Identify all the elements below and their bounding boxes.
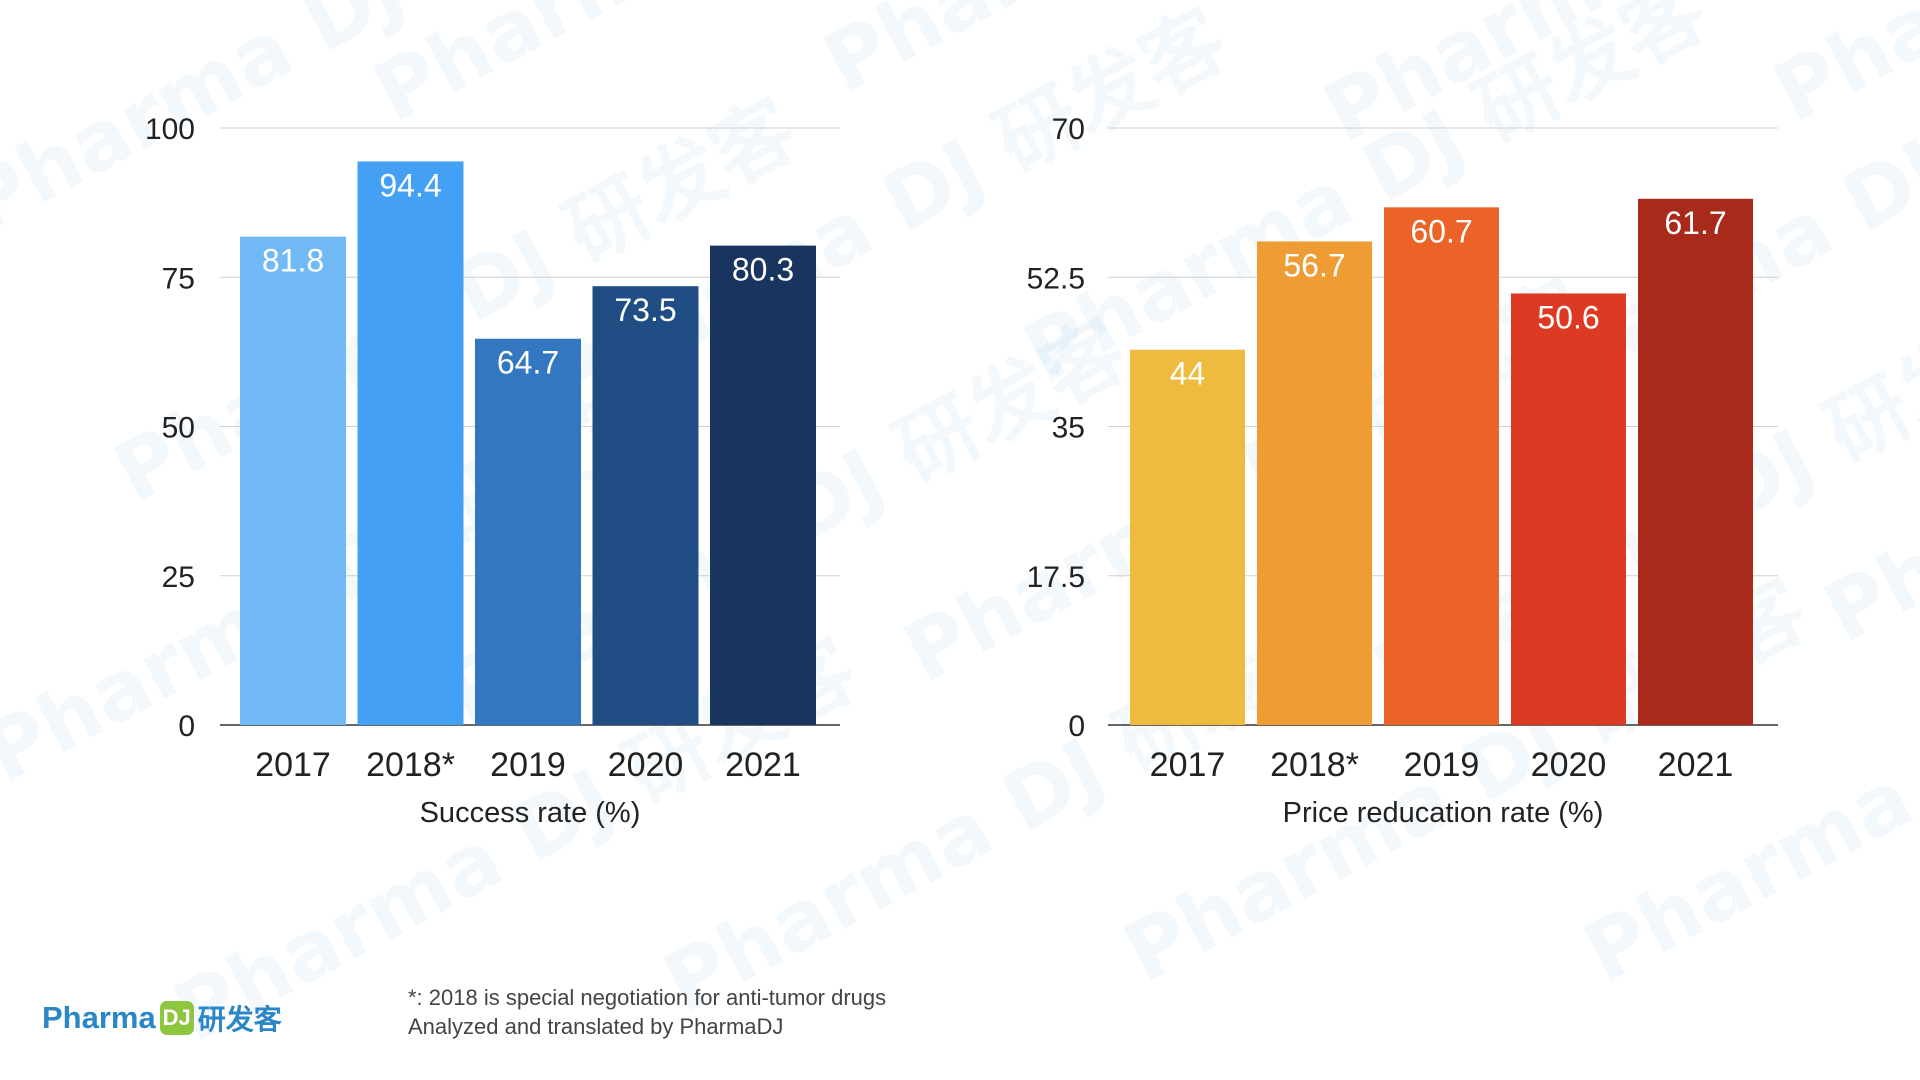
data-label: 56.7 bbox=[1283, 247, 1345, 283]
price-reduction-chart: 0 17.5 35 52.5 70 44 2017 56.7 2018* 60.7 2019 50.6… bbox=[1027, 113, 1778, 829]
brand-name: Pharma bbox=[42, 1000, 156, 1035]
y-tick-label: 75 bbox=[162, 262, 195, 295]
bar bbox=[240, 236, 346, 726]
data-label: 80.3 bbox=[732, 252, 794, 288]
y-tick-label: 70 bbox=[1052, 113, 1085, 146]
data-label: 81.8 bbox=[262, 243, 324, 279]
bar bbox=[710, 245, 816, 725]
brand-cn: 研发客 bbox=[197, 1003, 282, 1036]
x-tick-label: 2021 bbox=[725, 746, 801, 784]
bar bbox=[357, 161, 464, 725]
brand-mark: DJ bbox=[159, 1001, 194, 1035]
footnote-2018: *: 2018 is special negotiation for anti-… bbox=[408, 985, 887, 1010]
data-label: 50.6 bbox=[1537, 299, 1599, 335]
bar bbox=[1511, 293, 1626, 725]
data-label: 60.7 bbox=[1410, 213, 1472, 249]
bar bbox=[1130, 349, 1245, 725]
x-tick-label: 2018* bbox=[1270, 746, 1359, 784]
x-axis-label: Success rate (%) bbox=[420, 797, 641, 829]
data-label: 61.7 bbox=[1664, 205, 1726, 241]
x-tick-label: 2017 bbox=[1150, 746, 1226, 784]
x-tick-label: 2017 bbox=[255, 746, 331, 784]
x-tick-label: 2018* bbox=[366, 746, 455, 784]
y-tick-label: 25 bbox=[162, 561, 195, 594]
footnote-credit: Analyzed and translated by PharmaDJ bbox=[408, 1014, 784, 1039]
x-tick-label: 2020 bbox=[1531, 746, 1607, 784]
bar bbox=[475, 338, 581, 725]
success-rate-chart: 0 25 50 75 100 81.8 2017 94.4 2018* 64.7 2019 73.5 2… bbox=[145, 113, 840, 829]
data-label: 94.4 bbox=[379, 167, 441, 203]
x-tick-label: 2020 bbox=[608, 746, 684, 784]
bar bbox=[1638, 198, 1753, 726]
y-tick-label: 52.5 bbox=[1027, 262, 1085, 295]
data-label: 64.7 bbox=[497, 345, 559, 381]
bar bbox=[1257, 241, 1372, 725]
x-tick-label: 2019 bbox=[490, 746, 566, 784]
x-axis-label: Price reducation rate (%) bbox=[1283, 797, 1604, 829]
y-tick-label: 50 bbox=[162, 412, 195, 445]
y-tick-label: 0 bbox=[178, 710, 195, 743]
bar bbox=[1384, 207, 1499, 725]
bar bbox=[592, 286, 699, 725]
y-tick-label: 100 bbox=[145, 113, 195, 146]
x-tick-label: 2021 bbox=[1658, 746, 1734, 784]
brand-logo: Pharma DJ 研发客 bbox=[42, 998, 282, 1038]
y-tick-label: 35 bbox=[1052, 412, 1085, 445]
x-tick-label: 2019 bbox=[1404, 746, 1480, 784]
data-label: 73.5 bbox=[614, 292, 676, 328]
y-tick-label: 17.5 bbox=[1027, 561, 1085, 594]
data-label: 44 bbox=[1170, 356, 1206, 392]
y-tick-label: 0 bbox=[1068, 710, 1085, 743]
